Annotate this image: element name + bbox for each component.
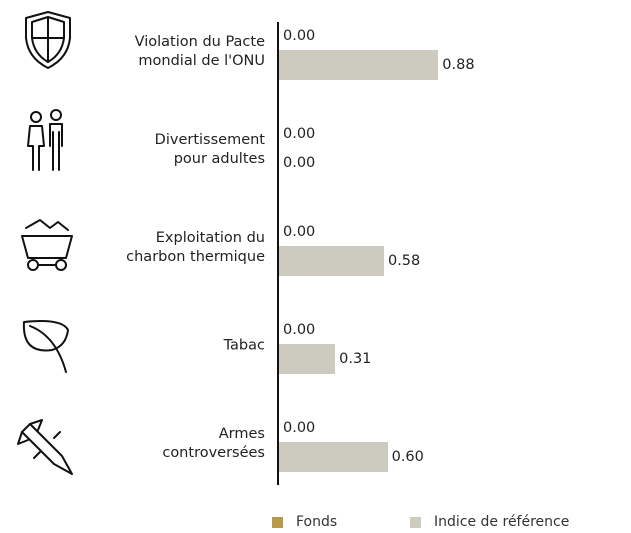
leaf-icon [22, 320, 69, 373]
axis-line [277, 22, 279, 485]
value-label: 0.00 [283, 126, 316, 142]
value-label: 0.88 [442, 57, 475, 73]
value-label: 0.31 [339, 351, 372, 367]
category-label: Violation du Pacte mondial de l'ONU [134, 34, 265, 69]
bar [279, 246, 384, 276]
legend-label: Fonds [296, 514, 338, 530]
value-label: 0.00 [283, 28, 316, 44]
category-label: Tabac [223, 337, 265, 354]
value-label: 0.00 [283, 155, 316, 171]
bar [279, 442, 388, 472]
missile-icon [17, 419, 73, 475]
shield-icon [25, 11, 71, 69]
value-label: 0.60 [391, 449, 424, 465]
legend-label: Indice de référence [434, 514, 570, 530]
legend-swatch [272, 517, 283, 528]
value-label: 0.58 [387, 253, 421, 269]
value-label: 0.00 [283, 420, 316, 436]
bar [279, 50, 439, 80]
people-icon [27, 109, 63, 171]
value-label: 0.00 [283, 322, 316, 338]
category-label: Exploitation du charbon thermique [126, 230, 265, 265]
value-label: 0.00 [283, 224, 316, 240]
category-label: Armes controversées [162, 426, 265, 461]
bar [279, 344, 336, 374]
coal-cart-icon [21, 219, 73, 271]
icons [17, 11, 73, 475]
category-label: Divertissement pour adultes [154, 132, 265, 167]
legend-swatch [410, 517, 421, 528]
